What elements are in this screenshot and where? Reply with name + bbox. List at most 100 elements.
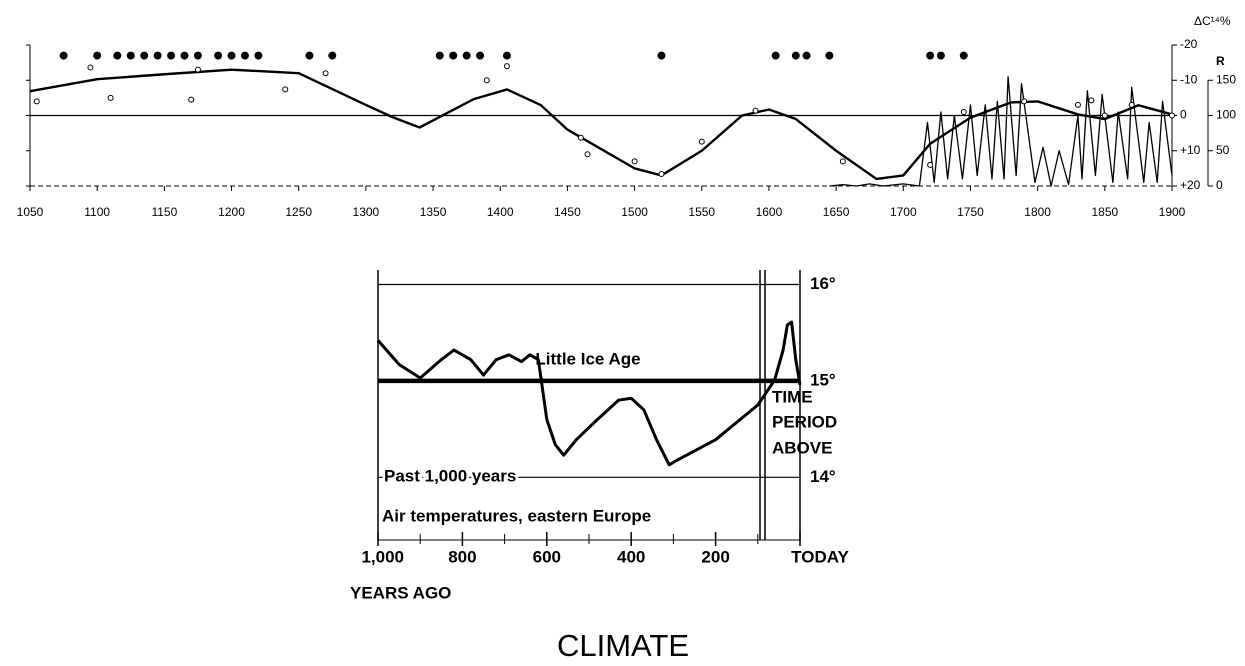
solid-point bbox=[502, 51, 511, 60]
open-point bbox=[87, 64, 94, 71]
solid-point bbox=[113, 51, 122, 60]
open-point bbox=[1021, 98, 1028, 105]
y2-axis-label: R bbox=[1216, 54, 1225, 68]
annotation: ABOVE bbox=[772, 438, 832, 457]
x-tick-label: 1650 bbox=[823, 205, 850, 219]
y-tick-label: 16° bbox=[810, 274, 836, 293]
x-tick-label: 600 bbox=[533, 547, 561, 566]
x-tick-label: 1100 bbox=[84, 205, 110, 219]
solid-point bbox=[959, 51, 968, 60]
x-tick-label: 1800 bbox=[1024, 205, 1051, 219]
x-tick-label: 1500 bbox=[621, 205, 648, 219]
sunspot-line bbox=[829, 76, 1173, 187]
open-point bbox=[33, 98, 40, 105]
solid-point bbox=[462, 51, 471, 60]
annotation: PERIOD bbox=[772, 412, 837, 431]
y-tick-label: +10 bbox=[1180, 143, 1201, 157]
open-point bbox=[1088, 97, 1095, 104]
y2-tick-label: 50 bbox=[1216, 143, 1230, 157]
x-tick-label: 1200 bbox=[218, 205, 245, 219]
x-tick-label: 1400 bbox=[487, 205, 514, 219]
solid-point bbox=[305, 51, 314, 60]
open-point bbox=[927, 161, 934, 168]
solid-point bbox=[140, 51, 149, 60]
annotation: Little Ice Age bbox=[535, 349, 640, 368]
data-line bbox=[376, 320, 802, 467]
solid-point bbox=[153, 51, 162, 60]
open-point bbox=[503, 63, 510, 70]
x-tick-label: 1900 bbox=[1159, 205, 1186, 219]
solid-point bbox=[657, 51, 666, 60]
x-tick-label: 1750 bbox=[957, 205, 984, 219]
solid-point bbox=[328, 51, 337, 60]
open-point bbox=[839, 158, 846, 165]
open-point bbox=[1074, 101, 1081, 108]
open-point bbox=[584, 151, 591, 158]
solid-point bbox=[936, 51, 945, 60]
y-tick-label: +20 bbox=[1180, 178, 1201, 192]
y-tick-label: 14° bbox=[810, 467, 836, 486]
x-tick-label: 1350 bbox=[420, 205, 447, 219]
x-tick-label: 1600 bbox=[756, 205, 783, 219]
x-tick-label: 1050 bbox=[17, 205, 44, 219]
solid-point bbox=[476, 51, 485, 60]
solid-point bbox=[180, 51, 189, 60]
solid-point bbox=[59, 51, 68, 60]
open-point bbox=[631, 158, 638, 165]
x-tick-label: 1250 bbox=[285, 205, 312, 219]
solid-point bbox=[771, 51, 780, 60]
x-axis-label: YEARS AGO bbox=[350, 583, 451, 602]
solid-point bbox=[126, 51, 135, 60]
solid-point bbox=[435, 51, 444, 60]
annotation: Air temperatures, eastern Europe bbox=[382, 506, 651, 525]
data-line bbox=[29, 68, 1173, 181]
solid-point bbox=[791, 51, 800, 60]
x-tick-label: 1300 bbox=[353, 205, 380, 219]
y-tick-label: -10 bbox=[1180, 72, 1198, 86]
x-tick-label: 1,000 bbox=[361, 547, 404, 566]
solid-point bbox=[240, 51, 249, 60]
solid-point bbox=[449, 51, 458, 60]
y2-tick-label: 150 bbox=[1216, 72, 1236, 86]
y-tick-label: 15° bbox=[810, 370, 836, 389]
open-point bbox=[1101, 112, 1108, 119]
y-tick-label: 0 bbox=[1180, 108, 1187, 122]
open-point bbox=[1169, 112, 1175, 119]
open-point bbox=[1128, 101, 1135, 108]
open-point bbox=[960, 108, 967, 115]
open-point bbox=[282, 86, 289, 93]
x-tick-label: TODAY bbox=[791, 547, 849, 566]
open-point bbox=[483, 77, 490, 84]
y-axis-label: ΔC¹⁴% bbox=[1194, 14, 1231, 28]
solid-point bbox=[167, 51, 176, 60]
open-point bbox=[752, 107, 759, 114]
x-tick-label: 1450 bbox=[554, 205, 581, 219]
solid-point bbox=[254, 51, 263, 60]
annotation: Past 1,000 years bbox=[384, 466, 516, 485]
solid-point bbox=[926, 51, 935, 60]
caption: CLIMATE bbox=[557, 628, 689, 663]
x-tick-label: 1850 bbox=[1091, 205, 1118, 219]
open-point bbox=[698, 138, 705, 145]
solid-point bbox=[193, 51, 202, 60]
solid-point bbox=[227, 51, 236, 60]
y-tick-label: -20 bbox=[1180, 37, 1198, 51]
x-tick-label: 1150 bbox=[151, 205, 177, 219]
x-tick-label: 1550 bbox=[688, 205, 715, 219]
x-tick-label: 1700 bbox=[890, 205, 917, 219]
solid-point bbox=[825, 51, 834, 60]
open-point bbox=[188, 96, 195, 103]
y2-tick-label: 0 bbox=[1216, 178, 1223, 192]
x-tick-label: 400 bbox=[617, 547, 645, 566]
solid-point bbox=[802, 51, 811, 60]
open-point bbox=[322, 70, 329, 77]
open-point bbox=[194, 66, 201, 73]
annotation: TIME bbox=[772, 387, 813, 406]
solid-point bbox=[93, 51, 102, 60]
open-point bbox=[658, 171, 665, 178]
x-tick-label: 200 bbox=[701, 547, 729, 566]
solid-point bbox=[214, 51, 223, 60]
y2-tick-label: 100 bbox=[1216, 108, 1236, 122]
open-point bbox=[577, 134, 584, 141]
